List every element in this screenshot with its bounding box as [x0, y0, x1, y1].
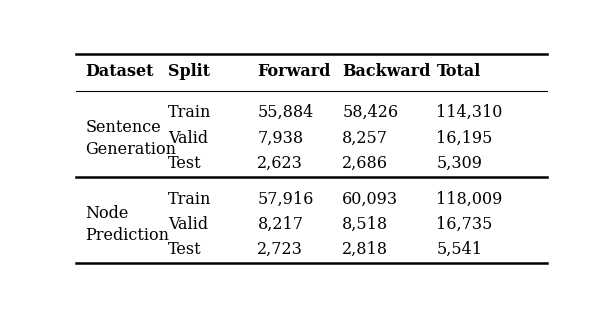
Text: 55,884: 55,884 [257, 104, 314, 121]
Text: Valid: Valid [168, 216, 208, 233]
Text: 5,309: 5,309 [437, 155, 483, 172]
Text: 2,686: 2,686 [342, 155, 389, 172]
Text: 118,009: 118,009 [437, 191, 503, 208]
Text: 8,257: 8,257 [342, 130, 389, 147]
Text: 16,735: 16,735 [437, 216, 493, 233]
Text: Forward: Forward [257, 63, 331, 80]
Text: Train: Train [168, 104, 211, 121]
Text: 58,426: 58,426 [342, 104, 398, 121]
Text: 7,938: 7,938 [257, 130, 303, 147]
Text: 8,217: 8,217 [257, 216, 303, 233]
Text: 2,723: 2,723 [257, 241, 303, 258]
Text: Valid: Valid [168, 130, 208, 147]
Text: Backward: Backward [342, 63, 430, 80]
Text: 114,310: 114,310 [437, 104, 503, 121]
Text: Split: Split [168, 63, 210, 80]
Text: Node
Prediction: Node Prediction [85, 205, 170, 244]
Text: 5,541: 5,541 [437, 241, 483, 258]
Text: 8,518: 8,518 [342, 216, 389, 233]
Text: 16,195: 16,195 [437, 130, 493, 147]
Text: 2,623: 2,623 [257, 155, 303, 172]
Text: 2,818: 2,818 [342, 241, 389, 258]
Text: Dataset: Dataset [85, 63, 154, 80]
Text: Sentence
Generation: Sentence Generation [85, 119, 176, 158]
Text: Test: Test [168, 155, 201, 172]
Text: 60,093: 60,093 [342, 191, 398, 208]
Text: Total: Total [437, 63, 481, 80]
Text: 57,916: 57,916 [257, 191, 314, 208]
Text: Train: Train [168, 191, 211, 208]
Text: Test: Test [168, 241, 201, 258]
